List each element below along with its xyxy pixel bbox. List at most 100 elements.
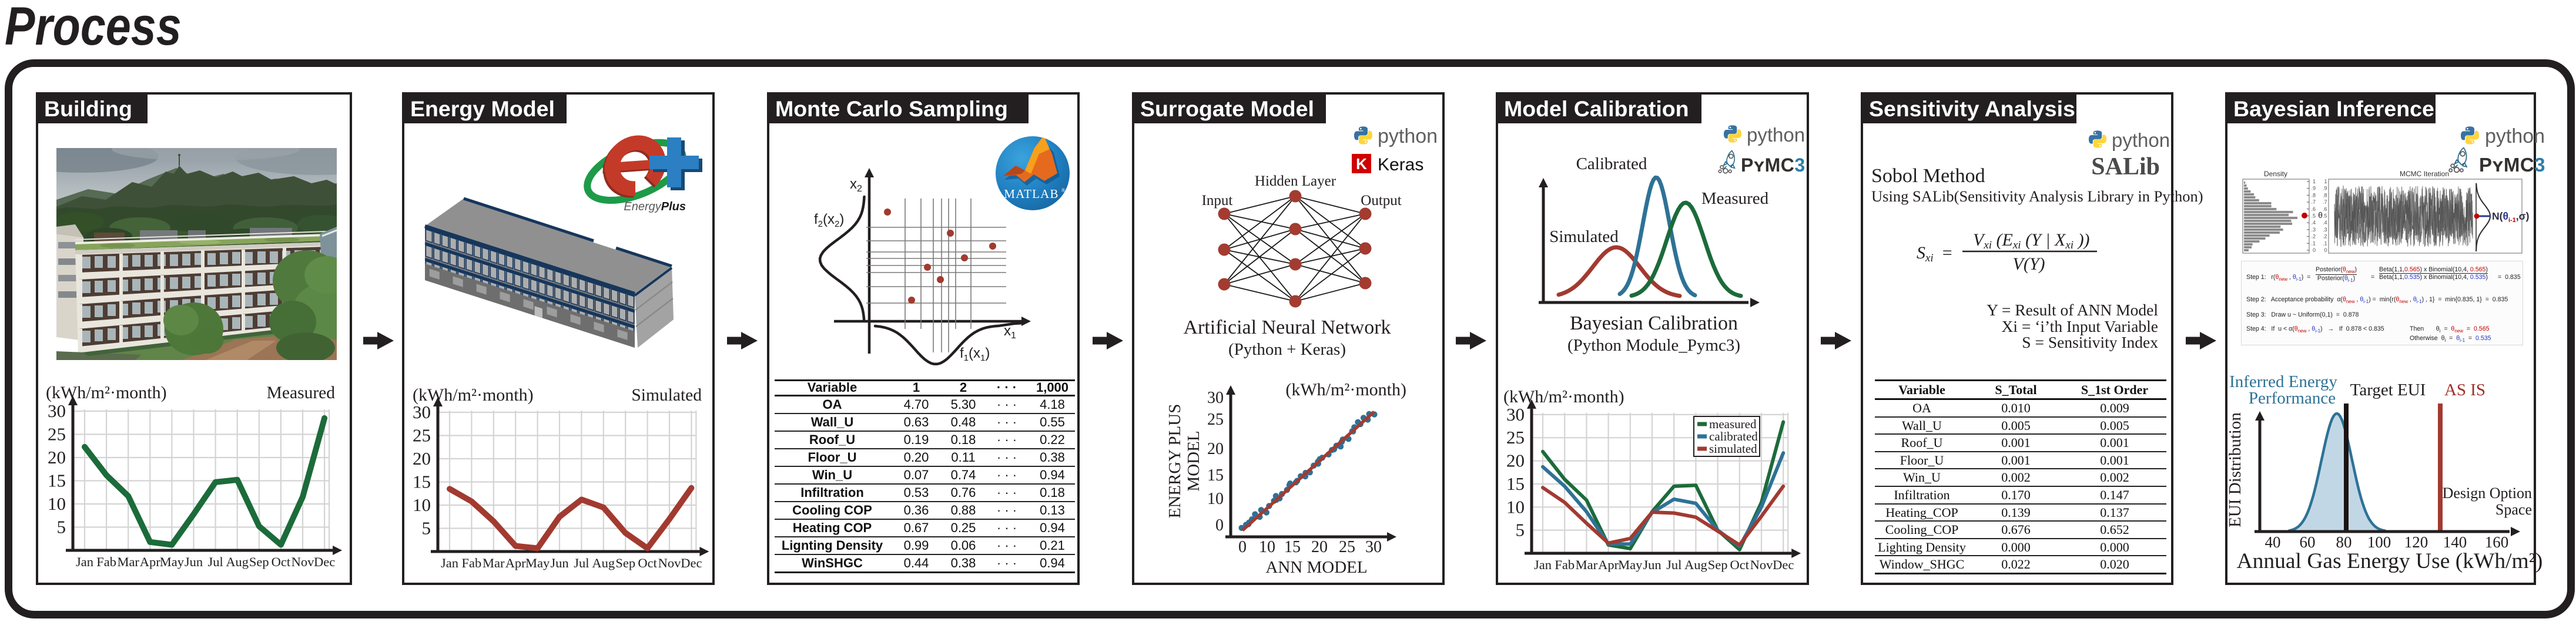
- svg-text:SALib: SALib: [2091, 153, 2160, 180]
- svg-text:30: 30: [48, 401, 66, 421]
- svg-text:10: 10: [1506, 496, 1525, 517]
- svg-text:May: May: [525, 556, 550, 570]
- svg-text:15: 15: [1207, 466, 1224, 485]
- svg-text:Space: Space: [2495, 501, 2532, 518]
- svg-text:Sep: Sep: [615, 556, 635, 570]
- svg-text:Sep: Sep: [249, 554, 269, 569]
- svg-text:AS IS: AS IS: [2444, 381, 2485, 399]
- svg-text:Using SALib(Sensitivity Analys: Using SALib(Sensitivity Analysis Library…: [1871, 187, 2203, 205]
- svg-text:10: 10: [1259, 538, 1275, 556]
- svg-text:ANN MODEL: ANN MODEL: [1265, 558, 1367, 577]
- svg-text:Target EUI: Target EUI: [2350, 381, 2426, 399]
- svg-text:Jul: Jul: [574, 556, 589, 570]
- svg-text:Nov: Nov: [292, 554, 314, 569]
- svg-text:Jan: Jan: [1534, 557, 1552, 572]
- svg-text:60: 60: [2300, 533, 2316, 551]
- svg-text:Measured: Measured: [267, 384, 336, 402]
- svg-text:simulated: simulated: [1709, 442, 1757, 456]
- svg-text:(Python + Keras): (Python + Keras): [1228, 340, 1346, 359]
- svg-text:.8: .8: [2323, 192, 2327, 198]
- svg-text:.4: .4: [2323, 220, 2327, 226]
- svg-text:140: 140: [2443, 533, 2467, 551]
- svg-text:EUI Distribution: EUI Distribution: [2226, 412, 2245, 527]
- svg-text:Dec: Dec: [314, 554, 335, 569]
- svg-text:Oct: Oct: [272, 554, 291, 569]
- svg-text:0: 0: [1238, 538, 1247, 556]
- svg-text:PʏMC3: PʏMC3: [1741, 154, 1805, 176]
- svg-text:PʏMC3: PʏMC3: [2479, 154, 2545, 176]
- svg-text:Sxi =: Sxi =: [1917, 243, 1952, 264]
- svg-text:0: 0: [1215, 516, 1224, 534]
- svg-text:Annual Gas Energy Use (kWh/m²): Annual Gas Energy Use (kWh/m²): [2237, 549, 2543, 573]
- svg-text:15: 15: [1506, 473, 1525, 494]
- svg-text:Performance: Performance: [2249, 389, 2336, 408]
- svg-text:Aug: Aug: [1684, 557, 1707, 572]
- svg-text:Inferred Energy: Inferred Energy: [2229, 372, 2337, 391]
- svg-text:Sep: Sep: [1708, 557, 1728, 572]
- svg-text:.3: .3: [2323, 227, 2327, 233]
- svg-text:EnergyPlus: EnergyPlus: [624, 200, 686, 213]
- svg-text:Keras: Keras: [1378, 155, 1423, 174]
- svg-text:Density: Density: [2264, 170, 2287, 178]
- svg-text:(Python Module_Pymc3): (Python Module_Pymc3): [1567, 336, 1740, 355]
- svg-text:(kWh/m²·month): (kWh/m²·month): [1503, 387, 1624, 406]
- svg-text:python: python: [2485, 125, 2545, 147]
- svg-text:May: May: [160, 554, 185, 569]
- svg-text:120: 120: [2404, 533, 2428, 551]
- svg-text:Jul: Jul: [1666, 557, 1681, 572]
- svg-text:Fab: Fab: [1555, 557, 1575, 572]
- svg-text:Aug: Aug: [226, 554, 249, 569]
- svg-text:N(θi-1,σ): N(θi-1,σ): [2492, 210, 2529, 224]
- svg-text:30: 30: [1506, 404, 1525, 425]
- svg-text:f1(x1): f1(x1): [960, 345, 990, 363]
- svg-text:May: May: [1618, 557, 1643, 572]
- svg-text:Jun: Jun: [1643, 557, 1661, 572]
- svg-text:Jan: Jan: [441, 556, 458, 570]
- svg-text:K: K: [1356, 155, 1367, 173]
- svg-text:Output: Output: [1361, 193, 1402, 209]
- svg-text:Y = Result of ANN Model: Y = Result of ANN Model: [1987, 301, 2158, 319]
- svg-text:Oct: Oct: [1730, 557, 1750, 572]
- svg-text:1: 1: [2313, 179, 2316, 184]
- svg-text:10: 10: [1207, 490, 1224, 508]
- svg-text:ENERGY PLUS: ENERGY PLUS: [1165, 404, 1184, 519]
- svg-text:80: 80: [2336, 533, 2352, 551]
- svg-text:Jun: Jun: [550, 556, 568, 570]
- svg-text:(kWh/m²·month): (kWh/m²·month): [1285, 380, 1406, 399]
- svg-text:5: 5: [422, 518, 431, 539]
- svg-text:.9: .9: [2311, 186, 2316, 191]
- svg-text:MCMC Iteration: MCMC Iteration: [2400, 170, 2449, 178]
- svg-text:10: 10: [48, 493, 66, 514]
- svg-text:.5: .5: [2311, 213, 2316, 219]
- svg-text:5: 5: [57, 517, 66, 537]
- svg-text:Hidden Layer: Hidden Layer: [1255, 173, 1336, 189]
- svg-text:20: 20: [48, 447, 66, 468]
- svg-text:python: python: [1747, 124, 1805, 146]
- svg-text:Calibrated: Calibrated: [1576, 154, 1647, 173]
- svg-text:10: 10: [413, 495, 431, 515]
- svg-text:Mar: Mar: [1576, 557, 1598, 572]
- svg-text:calibrated: calibrated: [1709, 429, 1758, 443]
- svg-text:30: 30: [413, 402, 431, 422]
- svg-text:Fab: Fab: [462, 556, 482, 570]
- svg-text:Apr: Apr: [140, 554, 160, 569]
- svg-text:Aug: Aug: [592, 556, 615, 570]
- svg-text:S = Sensitivity Index: S = Sensitivity Index: [2022, 333, 2158, 351]
- svg-text:Design Option: Design Option: [2443, 485, 2532, 502]
- svg-text:.6: .6: [2311, 206, 2316, 212]
- svg-text:.2: .2: [2311, 234, 2316, 240]
- svg-text:Mar: Mar: [483, 556, 505, 570]
- svg-text:5: 5: [1516, 520, 1525, 540]
- svg-text:.4: .4: [2311, 220, 2316, 226]
- svg-text:Apr: Apr: [505, 556, 526, 570]
- svg-text:25: 25: [1339, 538, 1355, 556]
- svg-text:.7: .7: [2311, 199, 2316, 205]
- svg-text:Artificial Neural Network: Artificial Neural Network: [1183, 317, 1391, 338]
- svg-text:python: python: [2112, 129, 2170, 151]
- svg-text:Nov: Nov: [1750, 557, 1773, 572]
- svg-text:.8: .8: [2311, 192, 2316, 198]
- svg-text:(kWh/m²·month): (kWh/m²·month): [413, 385, 534, 405]
- svg-text:Simulated: Simulated: [1549, 227, 1619, 246]
- svg-text:Sobol Method: Sobol Method: [1871, 165, 1985, 187]
- svg-text:Nov: Nov: [658, 556, 681, 570]
